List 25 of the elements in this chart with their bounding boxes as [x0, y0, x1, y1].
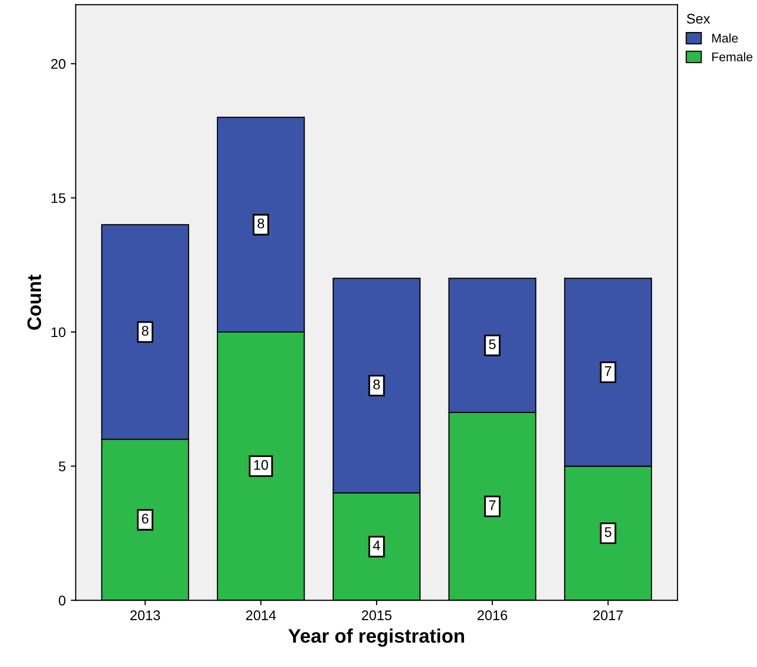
data-label: 7 [489, 500, 496, 510]
data-label: 8 [142, 326, 148, 336]
x-axis-title: Year of registration [288, 628, 464, 647]
data-label: 10 [254, 460, 268, 470]
legend-title: Sex [686, 14, 710, 24]
y-tick-label: 0 [58, 596, 66, 606]
y-tick-label: 5 [58, 462, 66, 472]
x-tick-label: 2014 [246, 610, 276, 620]
x-tick-label: 2016 [478, 610, 508, 620]
data-label: 4 [373, 540, 380, 550]
y-tick-label: 20 [51, 59, 66, 69]
x-tick-label: 2017 [593, 610, 623, 620]
y-tick-label: 15 [52, 193, 66, 204]
data-label: 8 [258, 218, 264, 228]
data-label: 5 [489, 339, 496, 350]
data-label: 5 [604, 527, 612, 537]
data-label: 8 [373, 380, 380, 390]
legend-label: Male [712, 33, 738, 43]
y-axis-title: Count [27, 274, 42, 330]
data-label: 6 [142, 514, 148, 524]
x-tick-label: 2015 [362, 610, 392, 620]
data-label: 7 [604, 366, 612, 376]
x-tick-label: 2013 [130, 610, 160, 620]
y-tick-label: 10 [52, 327, 66, 338]
legend-label: Female [712, 52, 752, 62]
